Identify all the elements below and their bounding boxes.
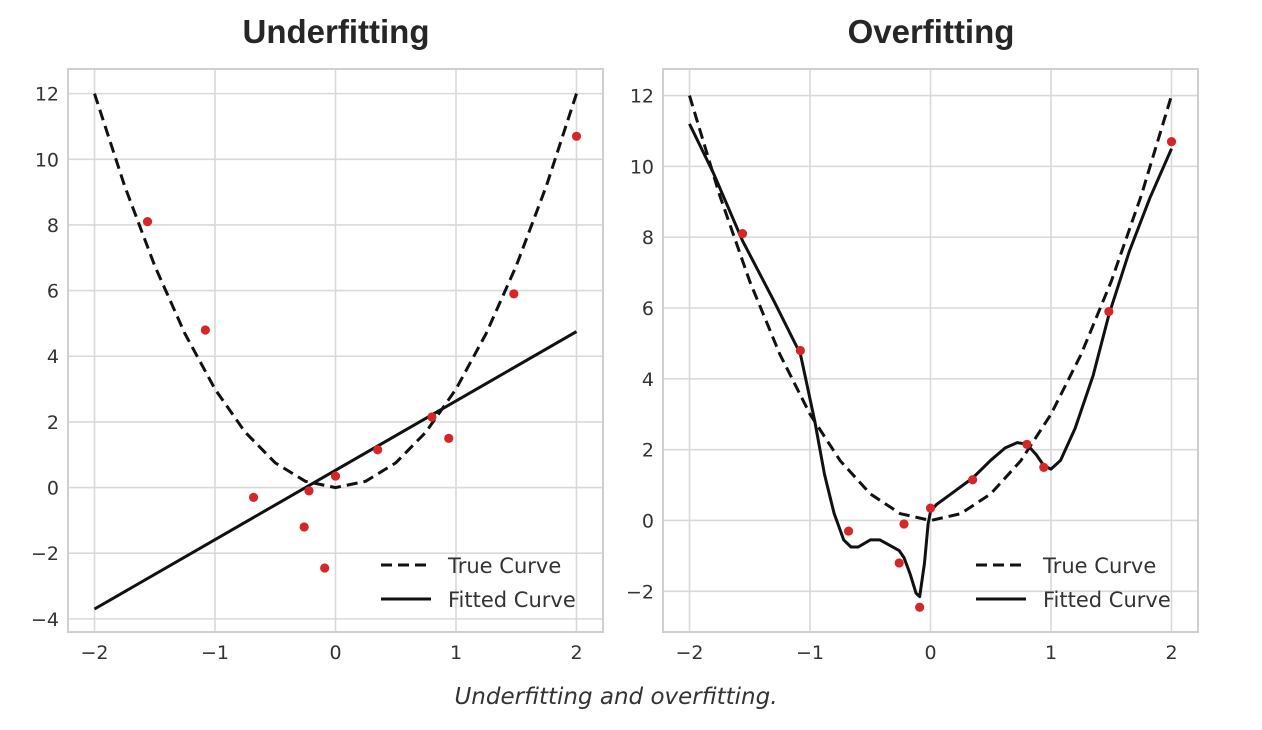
x-tick-label: 1 bbox=[1045, 642, 1057, 664]
y-tick-label: 10 bbox=[35, 149, 59, 171]
data-point bbox=[427, 412, 437, 422]
data-point bbox=[968, 475, 978, 485]
legend-label: Fitted Curve bbox=[448, 588, 576, 612]
x-tick-label: 2 bbox=[1165, 642, 1177, 664]
y-tick-label: 12 bbox=[630, 86, 654, 108]
figure-caption: Underfitting and overfitting. bbox=[454, 684, 778, 710]
data-point bbox=[142, 217, 153, 227]
y-tick-label: 8 bbox=[642, 227, 654, 249]
data-point bbox=[894, 558, 904, 568]
x-tick-label: −1 bbox=[201, 642, 229, 664]
y-tick-label: 12 bbox=[35, 84, 59, 106]
data-point bbox=[1104, 306, 1114, 317]
y-tick-label: −4 bbox=[31, 609, 59, 631]
y-tick-label: 4 bbox=[47, 346, 59, 368]
plot-frame bbox=[662, 68, 1199, 633]
legend-label: True Curve bbox=[447, 554, 561, 578]
y-tick-label: −2 bbox=[626, 581, 654, 603]
data-point bbox=[330, 471, 341, 481]
data-point bbox=[1039, 462, 1049, 472]
plot-frame bbox=[67, 68, 604, 633]
y-tick-label: 2 bbox=[642, 440, 654, 462]
data-point bbox=[571, 131, 582, 141]
y-tick-label: 0 bbox=[47, 478, 59, 500]
x-tick-label: −1 bbox=[796, 642, 824, 664]
data-point bbox=[915, 602, 925, 612]
chart-title: Underfitting bbox=[243, 13, 430, 50]
y-tick-label: 6 bbox=[642, 298, 654, 320]
data-point bbox=[509, 289, 519, 299]
y-tick-label: 2 bbox=[47, 412, 59, 434]
data-point bbox=[373, 445, 383, 455]
fitted-curve-line bbox=[93, 330, 578, 611]
data-point bbox=[320, 563, 330, 573]
data-point bbox=[899, 519, 909, 529]
data-point bbox=[304, 486, 314, 496]
data-point bbox=[1022, 439, 1032, 449]
data-point bbox=[737, 229, 748, 239]
true-curve-line bbox=[93, 93, 578, 490]
x-tick-label: 1 bbox=[450, 642, 462, 664]
y-tick-label: −2 bbox=[31, 543, 59, 565]
y-tick-label: 8 bbox=[47, 215, 59, 237]
legend-label: Fitted Curve bbox=[1043, 588, 1171, 612]
legend-label: True Curve bbox=[1042, 554, 1156, 578]
y-tick-label: 0 bbox=[642, 510, 654, 532]
x-tick-label: 0 bbox=[329, 642, 341, 664]
y-tick-label: 10 bbox=[630, 156, 654, 178]
x-tick-label: 2 bbox=[570, 642, 582, 664]
y-tick-label: 6 bbox=[47, 281, 59, 303]
data-point bbox=[925, 503, 936, 513]
data-point bbox=[795, 345, 805, 356]
data-point bbox=[299, 522, 309, 532]
data-point bbox=[843, 526, 854, 536]
y-tick-label: 4 bbox=[642, 369, 654, 391]
x-tick-label: −2 bbox=[81, 642, 109, 664]
x-tick-label: 0 bbox=[924, 642, 936, 664]
data-point bbox=[200, 325, 210, 335]
data-point bbox=[444, 433, 454, 443]
x-tick-label: −2 bbox=[676, 642, 704, 664]
fitted-curve-line bbox=[688, 123, 1173, 599]
true-curve-line bbox=[688, 95, 1173, 522]
data-point bbox=[248, 492, 259, 503]
chart-title: Overfitting bbox=[848, 13, 1015, 50]
data-point bbox=[1166, 136, 1177, 147]
